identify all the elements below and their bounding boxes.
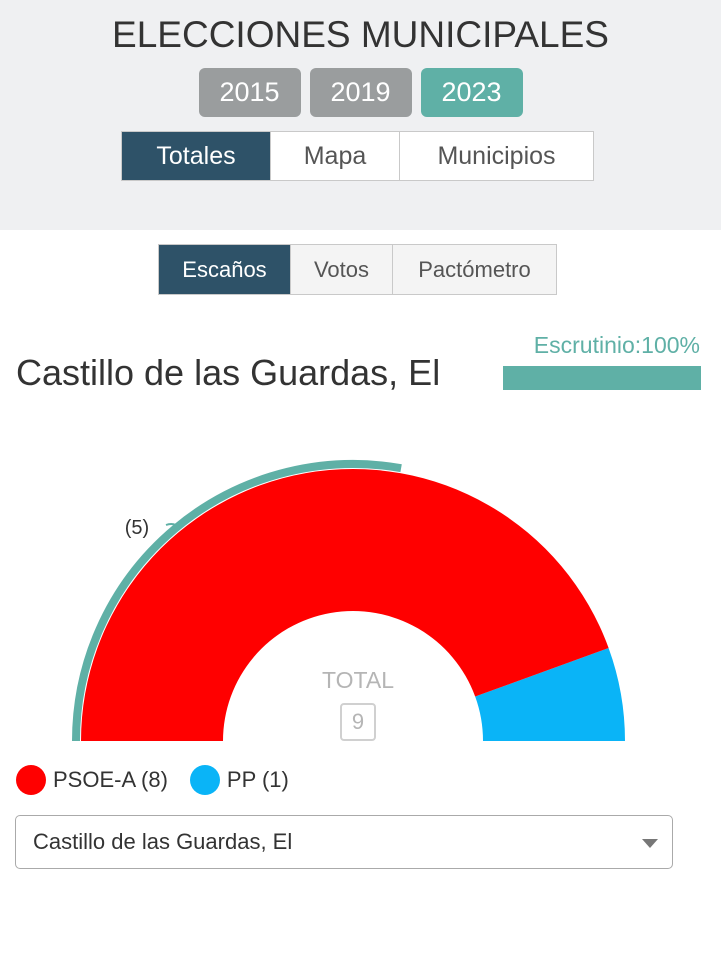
legend-dot-psoe xyxy=(16,765,46,795)
seat-arc-psoe xyxy=(81,469,609,741)
year-button-2023[interactable]: 2023 xyxy=(420,68,523,117)
legend-dot-pp xyxy=(189,765,220,795)
tab-totales[interactable]: Totales xyxy=(122,132,271,180)
result-type-tabs: Escaños Votos Pactómetro xyxy=(158,244,557,295)
seats-hemicycle-chart: (5) xyxy=(72,460,625,742)
majority-tick xyxy=(165,523,181,529)
tab-mapa[interactable]: Mapa xyxy=(271,132,400,180)
total-seats-value: 9 xyxy=(340,703,376,741)
legend-label-psoe: PSOE-A (8) xyxy=(53,767,168,792)
header-panel: ELECCIONES MUNICIPALES 2015 2019 2023 To… xyxy=(0,0,721,230)
majority-arc xyxy=(72,460,402,742)
tab-pactometro[interactable]: Pactómetro xyxy=(393,245,556,294)
total-label: TOTAL xyxy=(322,667,394,693)
municipality-title: Castillo de las Guardas, El xyxy=(16,352,441,393)
legend-item-psoe: PSOE-A (8) xyxy=(16,765,168,795)
majority-label: (5) xyxy=(125,517,149,539)
legend-item-pp: PP (1) xyxy=(189,765,289,795)
view-tabs: Totales Mapa Municipios xyxy=(121,131,594,181)
year-selector: 2015 2019 2023 xyxy=(0,68,721,117)
tab-municipios[interactable]: Municipios xyxy=(400,132,593,180)
chevron-down-icon xyxy=(642,839,658,848)
escrutinio-label: Escrutinio:100% xyxy=(533,332,700,358)
legend-label-pp: PP (1) xyxy=(226,767,289,792)
year-button-2015[interactable]: 2015 xyxy=(198,68,301,117)
seat-arc-pp xyxy=(475,647,625,741)
municipality-select-value: Castillo de las Guardas, El xyxy=(33,829,293,854)
escrutinio-progress-bar xyxy=(503,366,701,390)
escrutinio-progress-fill xyxy=(503,366,701,390)
page-title: ELECCIONES MUNICIPALES xyxy=(112,14,609,55)
tab-escanos[interactable]: Escaños xyxy=(159,245,291,294)
tab-votos[interactable]: Votos xyxy=(291,245,393,294)
chart-legend: PSOE-A (8) PP (1) xyxy=(16,765,311,795)
municipality-select[interactable]: Castillo de las Guardas, El xyxy=(15,815,673,869)
year-button-2019[interactable]: 2019 xyxy=(309,68,412,117)
